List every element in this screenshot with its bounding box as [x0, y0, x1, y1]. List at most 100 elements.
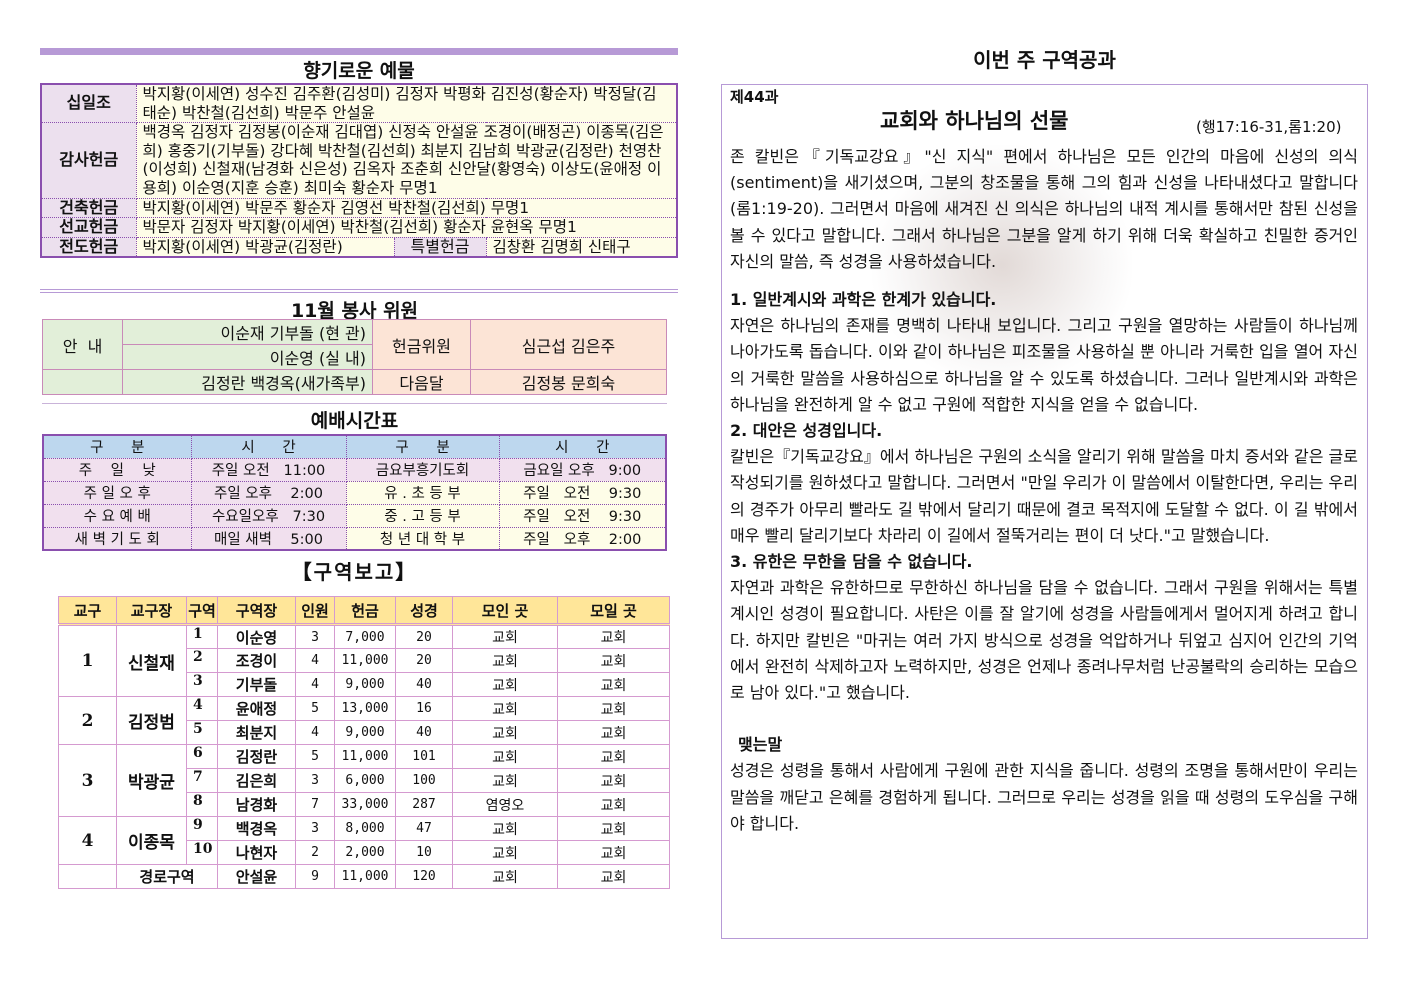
district-row: 5 최분지 4 9,000 40 교회 교회 [59, 720, 670, 745]
district-row: 4 이종목 9 백경옥 3 8,000 47 교회 교회 [58, 816, 670, 865]
district-leader: 김정란 [217, 744, 296, 769]
offering-row: 선교헌금 박문자 김정자 박지황(이세연) 박찬철(김선희) 황순자 윤현옥 무명… [40, 217, 678, 238]
offering-row: 십일조 박지황(이세연) 성수진 김주환(김성미) 김정자 박평화 김진성(황순자… [40, 83, 678, 124]
parish-leader: 박광균 [116, 744, 187, 817]
schedule-time: 매일 새벽 5:00 [190, 526, 347, 551]
offering-label: 선교헌금 [40, 217, 137, 238]
bible-count: 40 [395, 672, 453, 697]
committee-title: 11월 봉사 위원 [290, 300, 419, 322]
parish-leader: 이종목 [116, 816, 187, 865]
parish-leader: 신철재 [116, 624, 187, 697]
meeting-place: 교회 [557, 840, 670, 865]
offering-label: 십일조 [40, 83, 137, 124]
bible-count: 20 [395, 648, 453, 673]
met-place: 교회 [452, 816, 558, 841]
offering-committee-label: 헌금위원 [372, 319, 471, 370]
bible-count: 287 [395, 792, 453, 817]
district-number: 5 [186, 720, 218, 745]
conclusion-text: 성경은 성령을 통해서 사람에게 구원에 관한 지식을 줍니다. 성령의 조명을… [730, 761, 1358, 833]
district-leader: 남경화 [217, 792, 296, 817]
lesson-number: 제44과 [730, 88, 779, 106]
member-count: 4 [295, 720, 335, 745]
met-place: 교회 [452, 696, 558, 721]
schedule-time: 금요일 오후 9:00 [498, 457, 667, 482]
schedule-service: 주 일 낮 [42, 457, 192, 482]
district-number: 9 [186, 816, 218, 841]
district-header-cell: 헌금 [334, 596, 396, 626]
met-place: 교회 [452, 672, 558, 697]
offering-row: 감사헌금 백경옥 김정자 김정봉(이순재 김대엽) 신정숙 안설윤 조경이(배정곤… [40, 122, 678, 199]
offering-names: 박지황(이세연) 박광균(김정란) [135, 236, 395, 258]
section-3-title: 3. 유한은 무한을 담을 수 없습니다. [730, 552, 973, 572]
elder-district-label: 경로구역 [116, 864, 218, 889]
district-number: 3 [186, 672, 218, 697]
met-place: 교회 [452, 768, 558, 793]
schedule-service: 새 벽 기 도 회 [42, 526, 192, 551]
next-month-names: 김정봉 문희숙 [470, 369, 667, 395]
meeting-place: 교회 [557, 624, 670, 649]
meeting-place: 교회 [557, 720, 670, 745]
met-place: 염영오 [452, 792, 558, 817]
section-3-text: 자연과 과학은 유한하므로 무한하신 하나님을 담을 수 없습니다. 그래서 구… [730, 578, 1358, 703]
district-header-cell: 성경 [395, 596, 453, 626]
parish-number: 1 [58, 624, 117, 697]
district-leader: 이순영 [217, 624, 296, 649]
schedule-time: 주일 오후 2:00 [190, 480, 347, 505]
met-place: 교회 [452, 744, 558, 769]
divider [40, 289, 678, 293]
offering-amount: 9,000 [334, 720, 396, 745]
district-leader: 백경옥 [217, 816, 296, 841]
offering-amount: 33,000 [334, 792, 396, 817]
district-header-cell: 교구장 [116, 596, 187, 626]
member-count: 2 [295, 840, 335, 865]
offering-label: 감사헌금 [40, 122, 137, 199]
meeting-place: 교회 [557, 744, 670, 769]
district-row: 8 남경화 7 33,000 287 염영오 교회 [59, 792, 670, 817]
district-header: 교구 교구장 구역 구역장 인원 헌금 성경 모인 곳 모일 곳 [58, 596, 670, 626]
schedule-header-cell: 구 분 [345, 434, 500, 459]
top-divider [40, 48, 678, 55]
district-header-cell: 모인 곳 [452, 596, 558, 626]
offering-title: 향기로운 예물 [303, 60, 415, 82]
offering-amount: 2,000 [334, 840, 396, 865]
parish-leader: 김정범 [116, 696, 187, 745]
parish-number: 3 [58, 744, 117, 817]
district-row: 10 나현자 2 2,000 10 교회 교회 [59, 840, 670, 865]
parish-number: 2 [58, 696, 117, 745]
guide-indoor: 이순영 (실 내) [122, 344, 373, 370]
district-header-cell: 구역장 [217, 596, 296, 626]
district-number: 4 [186, 696, 218, 721]
district-header-cell: 구역 [186, 596, 218, 626]
section-2-title: 2. 대안은 성경입니다. [730, 421, 883, 441]
offering-amount: 11,000 [334, 744, 396, 769]
district-number: 6 [186, 744, 218, 769]
met-place: 교회 [452, 864, 558, 889]
schedule-time: 수요일오후 7:30 [190, 503, 347, 528]
guide-newfamily: 김정란 백경옥(새가족부) [122, 369, 373, 395]
schedule-service: 금요부흥기도회 [345, 457, 500, 482]
intro-paragraph: 존 칼빈은『기독교강요』"신 지식" 편에서 하나님은 모든 인간의 마음에 신… [730, 147, 1358, 271]
meeting-place: 교회 [557, 792, 670, 817]
offering-names: 박지황(이세연) 박문주 황순자 김영선 박찬철(김선희) 무명1 [135, 197, 678, 219]
district-header-cell: 인원 [295, 596, 335, 626]
member-count: 5 [295, 744, 335, 769]
parish-number: 4 [58, 816, 117, 865]
meeting-place: 교회 [557, 696, 670, 721]
offering-amount: 11,000 [334, 864, 396, 889]
section-1-title: 1. 일반계시와 과학은 한계가 있습니다. [730, 290, 997, 310]
district-row: 3 박광균 6 김정란 5 11,000 101 교회 교회 [58, 744, 670, 817]
schedule-time: 주일 오전 11:00 [190, 457, 347, 482]
district-number: 8 [186, 792, 218, 817]
district-row: 2 김정범 4 윤애정 5 13,000 16 교회 교회 [58, 696, 670, 745]
offering-label: 전도헌금 [40, 236, 137, 258]
schedule-row: 새 벽 기 도 회 매일 새벽 5:00 청 년 대 학 부 주일 오후 2:00 [42, 526, 667, 551]
offering-amount: 13,000 [334, 696, 396, 721]
met-place: 교회 [452, 840, 558, 865]
schedule-row: 수 요 예 배 수요일오후 7:30 중 . 고 등 부 주일 오전 9:30 [42, 503, 667, 528]
guide-label: 안 내 [42, 319, 123, 370]
bible-count: 101 [395, 744, 453, 769]
elder-district-row: 경로구역 안설윤 9 11,000 120 교회 교회 [58, 864, 670, 889]
district-header-cell: 모일 곳 [557, 596, 670, 626]
